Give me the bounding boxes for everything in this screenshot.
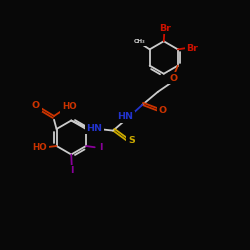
Text: I: I: [99, 143, 102, 152]
Text: O: O: [158, 106, 166, 115]
Text: O: O: [169, 74, 177, 82]
Text: O: O: [32, 101, 40, 110]
Text: S: S: [128, 136, 135, 144]
Text: HN: HN: [86, 124, 102, 133]
Text: CH₃: CH₃: [133, 39, 145, 44]
Text: I: I: [70, 166, 73, 175]
Text: HN: HN: [118, 112, 134, 122]
Text: Br: Br: [186, 44, 198, 52]
Text: Br: Br: [159, 24, 171, 33]
Text: HO: HO: [62, 102, 77, 111]
Text: HO: HO: [32, 143, 47, 152]
